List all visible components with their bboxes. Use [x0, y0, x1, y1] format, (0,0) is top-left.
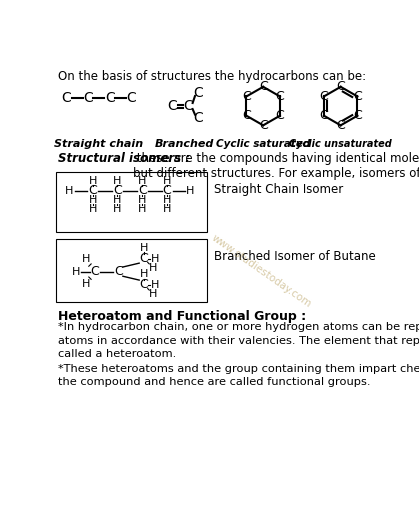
Text: C: C [276, 109, 285, 122]
Text: C: C [140, 252, 148, 265]
Text: Structural isomers :: Structural isomers : [58, 152, 190, 165]
Text: H: H [149, 263, 157, 273]
Text: H: H [163, 176, 171, 186]
Text: H: H [186, 186, 194, 196]
Text: Straight chain: Straight chain [54, 139, 143, 149]
Text: C: C [320, 90, 328, 103]
Text: H: H [163, 195, 171, 205]
Text: Cyclic saturated: Cyclic saturated [216, 139, 310, 149]
Text: C: C [336, 119, 345, 132]
Text: C: C [193, 86, 203, 100]
Text: Straight Chain Isomer: Straight Chain Isomer [214, 183, 343, 196]
Text: H: H [71, 267, 80, 277]
Bar [56, 239, 207, 303]
Text: Cyclic unsaturated: Cyclic unsaturated [289, 139, 392, 149]
Text: C: C [242, 90, 251, 103]
Text: C: C [320, 109, 328, 122]
Text: C: C [83, 91, 93, 105]
Text: C: C [353, 109, 362, 122]
Text: C: C [276, 90, 285, 103]
Text: H: H [88, 204, 97, 214]
Text: www.studiestoday.com: www.studiestoday.com [210, 233, 313, 310]
Bar [56, 172, 207, 232]
Text: *In hydrocarbon chain, one or more hydrogen atoms can be replaced by other
atoms: *In hydrocarbon chain, one or more hydro… [58, 322, 419, 359]
Text: H: H [113, 176, 122, 186]
Text: C: C [193, 110, 203, 125]
Text: H: H [149, 289, 157, 299]
Text: H: H [163, 204, 171, 214]
Text: H: H [113, 204, 122, 214]
Text: H: H [150, 280, 159, 290]
Text: Branched Isomer of Butane: Branched Isomer of Butane [214, 250, 375, 263]
Text: C: C [114, 265, 123, 278]
Text: C: C [140, 278, 148, 291]
Text: H: H [82, 279, 90, 289]
Text: C: C [168, 99, 177, 113]
Text: Heteroatom and Functional Group :: Heteroatom and Functional Group : [58, 310, 306, 323]
Text: H: H [138, 176, 147, 186]
Text: C: C [113, 184, 122, 198]
Text: C: C [242, 109, 251, 122]
Text: H: H [65, 186, 74, 196]
Text: H: H [140, 243, 148, 253]
Text: *These heteroatoms and the group containing them impart chemical properties to
t: *These heteroatoms and the group contain… [58, 364, 419, 387]
Text: H: H [82, 254, 90, 264]
Text: these are the compounds having identical molecular formula
but different structu: these are the compounds having identical… [133, 152, 419, 180]
Text: C: C [127, 91, 136, 105]
Text: C: C [62, 91, 71, 105]
Text: H: H [113, 195, 122, 205]
Text: H: H [88, 176, 97, 186]
Text: H: H [140, 269, 148, 279]
Text: H: H [88, 195, 97, 205]
Text: H: H [150, 253, 159, 263]
Text: C: C [259, 119, 268, 132]
Text: C: C [163, 184, 171, 198]
Text: C: C [353, 90, 362, 103]
Text: C: C [91, 265, 99, 278]
Text: H: H [138, 204, 147, 214]
Text: C: C [138, 184, 147, 198]
Text: C: C [88, 184, 97, 198]
Text: C: C [105, 91, 115, 105]
Text: C: C [336, 80, 345, 93]
Text: C: C [259, 80, 268, 93]
Text: H: H [138, 195, 147, 205]
Text: Branched: Branched [155, 139, 214, 149]
Text: C: C [183, 99, 193, 113]
Text: On the basis of structures the hydrocarbons can be:: On the basis of structures the hydrocarb… [58, 70, 366, 83]
